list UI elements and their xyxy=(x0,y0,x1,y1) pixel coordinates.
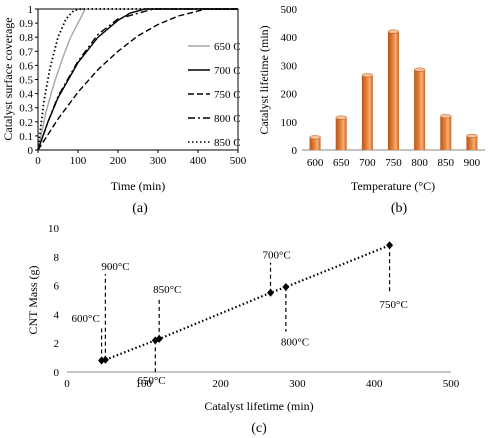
panel-b-ytick-label: 100 xyxy=(281,117,298,129)
panel-c-xlabel: Catalyst lifetime (min) xyxy=(204,399,313,413)
panel-a-xtick-label: 100 xyxy=(70,155,87,167)
panel-c-point xyxy=(386,241,394,250)
panel-a-xtick-label: 0 xyxy=(35,155,41,167)
panel-a-ytick-label: 0.8 xyxy=(19,32,33,44)
panel-a-chart: Time (min) Catalyst surface coverage (a)… xyxy=(1,4,247,216)
panel-a-ytick-label: 0.5 xyxy=(19,75,33,87)
panel-b-bar xyxy=(309,137,321,150)
panel-c-xtick-label: 400 xyxy=(366,378,383,390)
panel-b-xtick-label: 650 xyxy=(333,157,350,169)
panel-a-xtick-label: 200 xyxy=(110,155,127,167)
panel-c-point-label: 900°C xyxy=(101,261,129,273)
panel-a-xtick-label: 300 xyxy=(150,155,167,167)
panel-a-ytick-label: 0.4 xyxy=(19,89,33,101)
panel-b-bar xyxy=(466,135,478,150)
panel-a-legend-label: 700 C xyxy=(214,65,241,77)
panel-b-bar-cap xyxy=(466,133,478,138)
panel-a-ytick-label: 0.9 xyxy=(19,18,33,30)
panel-a-xtick-label: 400 xyxy=(190,155,207,167)
panel-b-xtick-label: 900 xyxy=(464,157,481,169)
panel-a-series-line xyxy=(37,8,238,151)
panel-b-letter: (b) xyxy=(391,201,408,216)
panel-c-point xyxy=(282,283,290,292)
panel-a-ytick-label: 1 xyxy=(28,4,34,16)
panel-a-ytick-label: 0.7 xyxy=(19,46,33,58)
panel-c-xtick-label: 200 xyxy=(212,378,229,390)
panel-b-bar xyxy=(414,69,426,150)
panel-a-legend-label: 650 C xyxy=(214,41,241,53)
panel-b-ytick-label: 500 xyxy=(281,4,298,16)
panel-c-ytick-label: 6 xyxy=(54,281,60,293)
panel-c-ylabel: CNT Mass (g) xyxy=(26,265,40,334)
panel-b-xlabel: Temperature (°C) xyxy=(351,179,435,193)
panel-c-point-label: 850°C xyxy=(153,284,181,296)
panel-a-xlabel: Time (min) xyxy=(111,179,166,193)
panel-b-xtick-label: 600 xyxy=(307,157,324,169)
panel-a-ytick-label: 0.2 xyxy=(19,117,33,129)
panel-c-chart: Catalyst lifetime (min) CNT Mass (g) (c)… xyxy=(26,223,460,436)
panel-b-bar xyxy=(361,75,373,150)
panel-c-point-label: 800°C xyxy=(281,337,309,349)
panel-b-ytick-label: 400 xyxy=(281,32,298,44)
panel-c-xtick-label: 500 xyxy=(443,378,460,390)
panel-a-series-line xyxy=(37,8,238,151)
panel-a-ytick-label: 0.1 xyxy=(19,131,33,143)
panel-b-bar-cap xyxy=(413,67,426,72)
panel-c-point-label: 650°C xyxy=(137,375,165,387)
panel-b-ytick-label: 0 xyxy=(292,145,298,157)
panel-b-xtick-label: 750 xyxy=(385,157,402,169)
panel-b-bar-cap xyxy=(387,29,400,34)
panel-c-xtick-label: 0 xyxy=(64,378,70,390)
panel-b-xtick-label: 800 xyxy=(411,157,428,169)
panel-b-ytick-label: 300 xyxy=(281,60,298,72)
panel-c-ytick-label: 8 xyxy=(54,252,60,264)
panel-c-point-label: 700°C xyxy=(263,250,291,262)
panel-a-legend-label: 800 C xyxy=(214,113,241,125)
panel-a-xtick-label: 500 xyxy=(230,155,247,167)
panel-a-series-line xyxy=(37,8,238,151)
panel-c-trendline xyxy=(101,244,391,362)
panel-b-bar xyxy=(335,117,347,150)
panel-c-ytick-label: 2 xyxy=(54,338,60,350)
panel-c-point-label: 600°C xyxy=(72,313,100,325)
panel-b-bar-cap xyxy=(440,114,452,119)
panel-b-xtick-label: 700 xyxy=(359,157,376,169)
panel-b-bar xyxy=(440,116,452,150)
panel-a-legend-label: 750 C xyxy=(214,89,241,101)
panel-a-ytick-label: 0.3 xyxy=(19,103,33,115)
panel-b-bar xyxy=(388,31,399,151)
panel-c-point xyxy=(155,334,163,343)
panel-c-xtick-label: 300 xyxy=(289,378,306,390)
panel-c-ytick-label: 4 xyxy=(54,309,60,321)
panel-a-series-line xyxy=(37,8,238,151)
panel-a-legend-label: 850 C xyxy=(214,137,241,149)
panel-a-ytick-label: 0.6 xyxy=(19,60,33,72)
panel-a-series-line xyxy=(37,8,238,151)
panel-c-ytick-label: 10 xyxy=(48,223,60,235)
panel-b-ylabel: Catalyst lifetime (min) xyxy=(257,25,271,134)
panel-a-letter: (a) xyxy=(132,201,148,216)
panel-c-point-label: 750°C xyxy=(380,299,408,311)
panel-c-point xyxy=(101,355,109,364)
panel-b-xtick-label: 850 xyxy=(438,157,455,169)
panel-b-bar-cap xyxy=(335,115,347,120)
panel-b-chart: Temperature (°C) Catalyst lifetime (min)… xyxy=(257,4,485,216)
panel-c-letter: (c) xyxy=(251,421,267,436)
panel-b-bar-cap xyxy=(361,73,374,78)
panel-a-ylabel: Catalyst surface coverage xyxy=(1,17,15,140)
panel-b-bar-cap xyxy=(309,135,321,140)
panel-c-point xyxy=(267,288,275,297)
panel-b-ytick-label: 200 xyxy=(281,89,298,101)
panel-c-xtick-label: 100 xyxy=(136,378,153,390)
panel-a-ytick-label: 0 xyxy=(28,145,34,157)
panel-c-ytick-label: 0 xyxy=(54,367,60,379)
